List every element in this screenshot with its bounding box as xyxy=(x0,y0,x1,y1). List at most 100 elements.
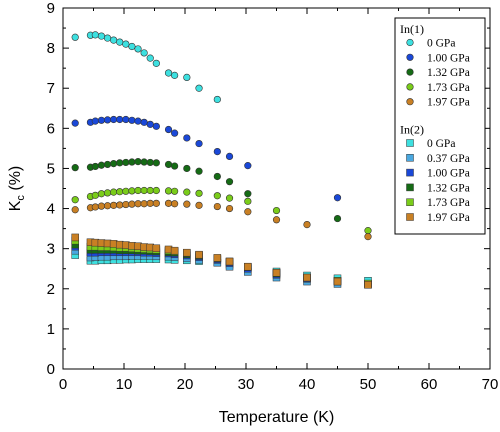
data-point-circle xyxy=(128,158,136,166)
data-point-square xyxy=(213,254,222,262)
y-tick-label: 0 xyxy=(47,361,55,378)
legend-marker xyxy=(406,168,414,177)
x-axis-title: Temperature (K) xyxy=(219,409,335,426)
data-point-circle xyxy=(183,73,191,81)
series-in1-4 xyxy=(71,199,372,241)
data-point-circle xyxy=(110,160,118,168)
data-point-circle xyxy=(71,119,79,127)
data-point-circle xyxy=(195,201,203,209)
data-point-circle xyxy=(195,84,203,92)
data-point-circle xyxy=(110,201,118,209)
legend-entry-label: 0 GPa xyxy=(427,138,455,150)
y-axis-title: Kc (%) xyxy=(7,166,27,212)
data-point-circle xyxy=(140,158,148,166)
data-point-circle xyxy=(122,158,130,167)
data-point-circle xyxy=(225,152,234,161)
data-point-circle xyxy=(91,203,99,211)
data-point-square xyxy=(364,281,372,289)
data-point-circle xyxy=(116,159,124,167)
data-point-circle xyxy=(122,187,130,195)
data-point-circle xyxy=(128,42,136,51)
data-point-circle xyxy=(244,197,252,205)
data-point-circle xyxy=(303,221,311,229)
data-point-circle xyxy=(146,186,154,195)
legend-entry-label: 1.32 GPa xyxy=(427,67,470,79)
data-point-square xyxy=(244,262,252,271)
x-tick-label: 30 xyxy=(238,376,255,393)
data-point-circle xyxy=(97,161,106,169)
data-point-circle xyxy=(110,36,118,44)
data-point-circle xyxy=(97,32,106,40)
legend-marker xyxy=(406,213,414,221)
data-point-circle xyxy=(103,116,112,124)
data-point-circle xyxy=(97,116,106,124)
legend-entry-label: 1.32 GPa xyxy=(427,182,470,194)
legend-entry-label: 0 GPa xyxy=(427,38,455,50)
data-point-circle xyxy=(244,208,252,216)
data-point-circle xyxy=(213,172,221,181)
series-in1-2 xyxy=(71,158,342,223)
data-point-circle xyxy=(71,206,79,214)
data-point-circle xyxy=(272,216,281,224)
data-point-circle xyxy=(171,200,179,208)
y-tick-label: 1 xyxy=(47,321,55,338)
data-point-circle xyxy=(152,159,160,167)
data-point-circle xyxy=(128,116,136,124)
data-point-circle xyxy=(110,188,118,196)
data-point-circle xyxy=(364,233,372,241)
data-point-circle xyxy=(171,71,179,79)
data-point-circle xyxy=(213,95,221,104)
data-point-circle xyxy=(122,200,130,209)
data-point-square xyxy=(152,244,161,253)
data-point-circle xyxy=(140,186,148,195)
data-point-circle xyxy=(195,139,203,148)
data-point-circle xyxy=(103,34,112,42)
legend-marker xyxy=(406,38,414,47)
data-point-circle xyxy=(110,115,118,124)
y-tick-label: 8 xyxy=(47,40,55,57)
y-tick-label: 3 xyxy=(47,241,55,258)
data-point-circle xyxy=(183,134,191,142)
data-point-circle xyxy=(71,164,79,172)
data-point-circle xyxy=(225,204,234,213)
data-point-square xyxy=(71,233,79,242)
data-point-circle xyxy=(272,206,281,215)
data-point-circle xyxy=(140,118,148,126)
data-point-circle xyxy=(103,189,112,197)
legend-entry-label: 1.00 GPa xyxy=(427,168,470,180)
data-point-circle xyxy=(164,69,173,77)
legend-group-title: In(2) xyxy=(400,123,424,137)
data-point-circle xyxy=(164,160,173,169)
data-point-circle xyxy=(183,188,191,196)
axis-ticks: 0 10 20 30 40 50 60 70 0 1 2 3 4 5 6 7 8 9 xyxy=(47,0,499,393)
data-point-circle xyxy=(97,190,106,198)
data-point-circle xyxy=(116,38,124,46)
data-point-circle xyxy=(134,158,142,166)
legend-entry-label: 1.73 GPa xyxy=(427,197,470,209)
x-tick-label: 0 xyxy=(59,376,67,393)
series-in2-5 xyxy=(71,233,372,289)
y-tick-label: 5 xyxy=(47,160,55,177)
data-point-circle xyxy=(195,189,203,197)
y-axis-title-subscript: c xyxy=(15,195,27,201)
data-point-circle xyxy=(140,49,148,57)
data-point-circle xyxy=(146,199,154,207)
data-point-circle xyxy=(71,196,79,204)
data-point-circle xyxy=(364,227,372,235)
data-point-circle xyxy=(152,199,160,207)
data-point-circle xyxy=(122,40,130,48)
legend-marker xyxy=(406,53,414,61)
legend-entry-label: 1.73 GPa xyxy=(427,82,470,94)
data-point-circle xyxy=(152,122,160,130)
data-point-circle xyxy=(146,158,154,167)
data-point-circle xyxy=(244,190,252,198)
data-point-circle xyxy=(134,45,142,53)
data-point-circle xyxy=(128,200,136,208)
data-point-circle xyxy=(134,186,142,195)
x-tick-label: 70 xyxy=(482,376,499,393)
legend-entry-label: 1.97 GPa xyxy=(427,212,470,224)
x-tick-label: 60 xyxy=(421,376,438,393)
data-point-circle xyxy=(103,160,112,169)
legend-marker xyxy=(406,83,414,91)
